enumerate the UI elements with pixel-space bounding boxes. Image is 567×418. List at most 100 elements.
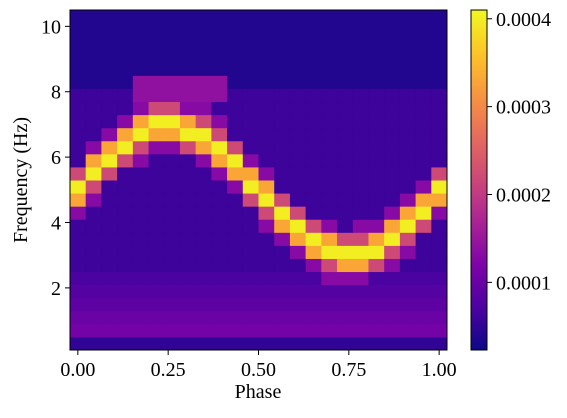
heatmap-cell	[274, 206, 291, 220]
heatmap-cell	[274, 49, 291, 63]
heatmap-cell	[211, 153, 228, 168]
heatmap-cell	[305, 258, 322, 273]
heatmap-cell	[70, 284, 87, 299]
heatmap-cell	[101, 336, 118, 351]
heatmap-cell	[258, 114, 275, 129]
heatmap-cell	[117, 153, 134, 168]
heatmap-cell	[148, 153, 165, 168]
heatmap-cell	[384, 219, 401, 233]
heatmap-cell	[352, 219, 369, 233]
heatmap-cell	[227, 62, 244, 76]
heatmap-cell	[211, 114, 228, 129]
heatmap-cell	[384, 23, 401, 37]
heatmap-cell	[399, 310, 417, 325]
heatmap-cell	[117, 49, 134, 63]
heatmap-cell	[195, 180, 212, 194]
heatmap-cell	[321, 36, 338, 50]
heatmap-cell	[132, 336, 150, 351]
heatmap-cell	[289, 180, 307, 194]
heatmap-cell	[368, 180, 385, 194]
heatmap-cell	[431, 232, 448, 246]
heatmap-cell	[431, 127, 448, 142]
heatmap-cell	[148, 258, 165, 273]
heatmap-cell	[289, 23, 307, 37]
heatmap-cell	[258, 284, 275, 299]
heatmap-cell	[242, 323, 259, 338]
heatmap-cell	[132, 193, 150, 207]
heatmap-cell	[101, 114, 118, 129]
heatmap-cell	[132, 180, 150, 194]
heatmap-cell	[368, 101, 385, 116]
heatmap-cell	[101, 323, 118, 338]
heatmap-cell	[337, 36, 354, 50]
heatmap-cell	[337, 258, 354, 273]
heatmap-cell	[399, 284, 417, 299]
heatmap-cell	[101, 284, 118, 299]
heatmap-cell	[101, 245, 118, 259]
heatmap-cell	[195, 232, 212, 246]
heatmap-cell	[195, 101, 212, 116]
heatmap-cell	[431, 271, 448, 286]
heatmap-cell	[289, 153, 307, 168]
heatmap-cell	[305, 310, 322, 325]
heatmap-cell	[70, 153, 87, 168]
heatmap-cell	[101, 88, 118, 103]
heatmap-cell	[274, 323, 291, 338]
heatmap-cell	[415, 271, 432, 286]
heatmap-cell	[117, 336, 134, 351]
heatmap-cell	[337, 245, 354, 259]
heatmap-cell	[148, 232, 165, 246]
heatmap-cell	[337, 271, 354, 286]
heatmap-cell	[195, 271, 212, 286]
heatmap-cell	[132, 284, 150, 299]
heatmap-cell	[337, 310, 354, 325]
heatmap-cell	[70, 180, 87, 194]
heatmap-cell	[337, 140, 354, 155]
heatmap-cell	[352, 36, 369, 50]
heatmap-cell	[289, 36, 307, 50]
heatmap-cell	[117, 297, 134, 312]
heatmap-cell	[337, 23, 354, 37]
heatmap-cell	[242, 88, 259, 103]
heatmap-cell	[431, 88, 448, 103]
heatmap-cell	[305, 232, 322, 246]
heatmap-cell	[289, 219, 307, 233]
heatmap-cell	[415, 245, 432, 259]
heatmap-cell	[148, 180, 165, 194]
heatmap-cell	[85, 166, 102, 181]
heatmap-cell	[274, 258, 291, 273]
heatmap-cell	[227, 336, 244, 351]
heatmap-cell	[305, 88, 322, 103]
heatmap-cell	[211, 323, 228, 338]
heatmap-cell	[431, 284, 448, 299]
heatmap-cell	[415, 62, 432, 76]
heatmap-cell	[227, 10, 244, 24]
heatmap-cell	[70, 258, 87, 273]
heatmap-cell	[101, 310, 118, 325]
heatmap-cell	[321, 114, 338, 129]
heatmap-cell	[258, 62, 275, 76]
heatmap-cell	[337, 206, 354, 220]
heatmap-cell	[305, 140, 322, 155]
heatmap-cell	[85, 36, 102, 50]
heatmap-cell	[117, 323, 134, 338]
heatmap-cell	[132, 114, 150, 129]
heatmap-cell	[195, 23, 212, 37]
heatmap-cell	[399, 114, 417, 129]
heatmap-cell	[352, 258, 369, 273]
heatmap-cell	[289, 62, 307, 76]
heatmap-cell	[164, 284, 181, 299]
heatmap-cell	[242, 180, 259, 194]
heatmap-cell	[70, 127, 87, 142]
heatmap-cell	[431, 193, 448, 207]
heatmap-cell	[415, 336, 432, 351]
heatmap-cell	[289, 49, 307, 63]
heatmap-cell	[321, 88, 338, 103]
heatmap-cell	[384, 284, 401, 299]
heatmap-cell	[164, 75, 181, 89]
heatmap-cell	[164, 297, 181, 312]
heatmap-cell	[117, 166, 134, 181]
heatmap-cell	[227, 88, 244, 103]
heatmap-cell	[337, 193, 354, 207]
heatmap-cell	[431, 101, 448, 116]
